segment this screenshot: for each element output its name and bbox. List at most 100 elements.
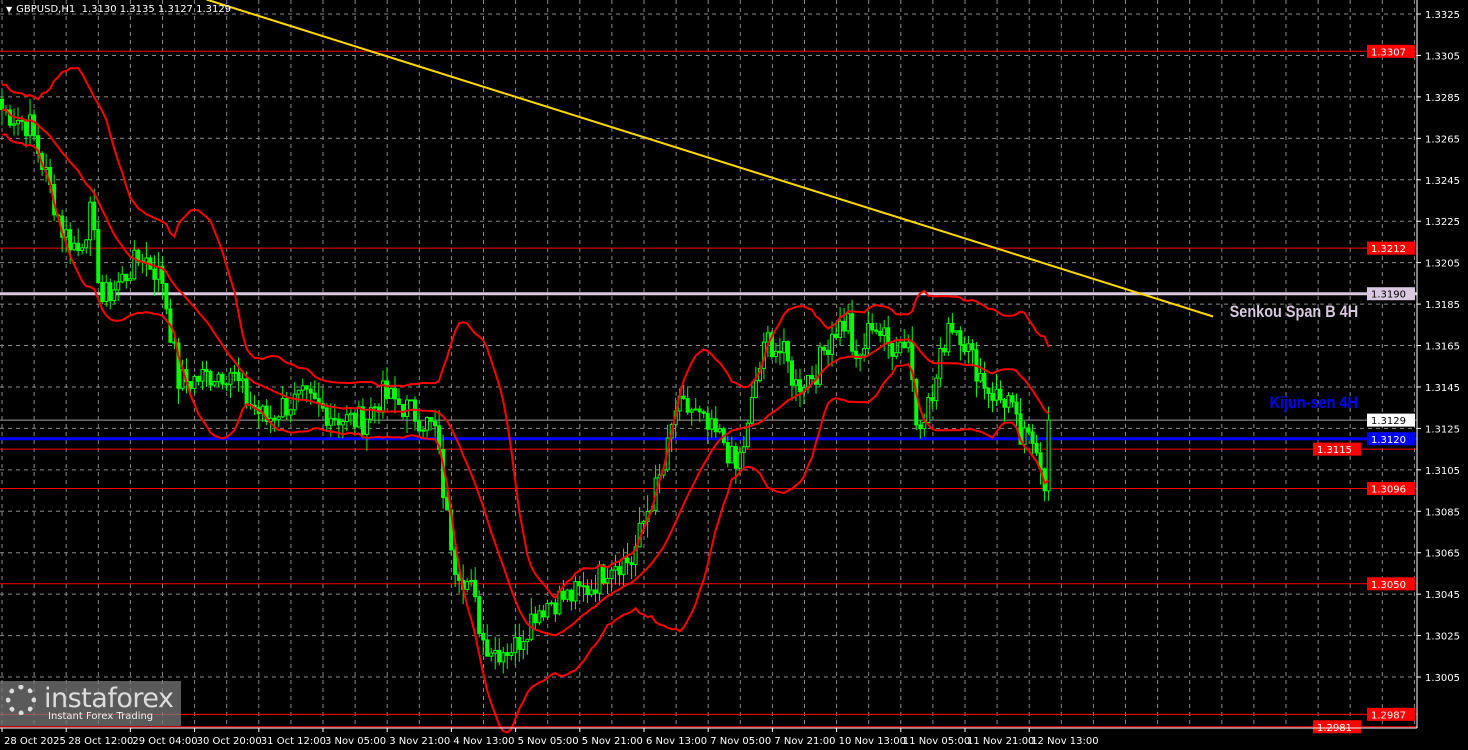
candle-body — [990, 393, 995, 401]
candle-body — [525, 638, 530, 643]
price-marker — [1367, 44, 1415, 58]
candle-body — [822, 346, 827, 351]
candle-body — [104, 282, 109, 303]
candle-body — [545, 603, 550, 618]
candle-body — [982, 372, 987, 389]
candle-body — [709, 418, 714, 430]
candle-body — [934, 377, 939, 402]
candle-body — [830, 333, 835, 355]
candle-body — [850, 313, 855, 352]
candle-body — [569, 589, 574, 602]
y-tick-label: 1.3205 — [1425, 259, 1460, 270]
price-marker-label: 1.3120 — [1371, 435, 1406, 446]
candle-body — [589, 589, 594, 596]
candle-body — [1030, 431, 1035, 444]
x-tick-label: 12 Nov 13:00 — [1031, 736, 1098, 747]
candle-body — [681, 395, 686, 400]
candle-body — [922, 421, 927, 430]
candle-body — [100, 282, 105, 303]
ohlc-readout: 1.3130 1.3135 1.3127 1.3129 — [81, 4, 232, 15]
candle-body — [433, 420, 438, 427]
y-tick-label: 1.3285 — [1425, 93, 1460, 104]
candle-body — [348, 412, 353, 416]
candle-body — [340, 420, 345, 426]
candle-body — [32, 114, 37, 137]
candle-body — [264, 405, 269, 423]
candle-body — [76, 242, 81, 252]
candle-body — [232, 371, 237, 374]
candle-body — [164, 283, 169, 310]
candle-body — [20, 119, 25, 122]
candle-body — [641, 520, 646, 524]
candle-body — [970, 343, 975, 351]
candle-body — [733, 445, 738, 469]
candle-body — [216, 373, 221, 383]
candle-body — [785, 341, 790, 362]
candle-body — [689, 409, 694, 413]
candle-body — [601, 564, 606, 584]
candle-body — [882, 327, 887, 336]
x-tick-label: 11 Nov 05:00 — [903, 736, 970, 747]
candle-body — [236, 371, 241, 382]
candle-body — [272, 417, 277, 421]
candle-body — [697, 408, 702, 413]
y-tick-label: 1.3005 — [1425, 673, 1460, 684]
candle-body — [954, 330, 959, 333]
candle-body — [501, 652, 506, 663]
candle-body — [946, 322, 951, 353]
candle-body — [537, 610, 542, 624]
candle-body — [773, 350, 778, 357]
candle-body — [866, 323, 871, 350]
candle-body — [597, 564, 602, 594]
y-tick-label: 1.3305 — [1425, 51, 1460, 62]
candle-body — [517, 637, 522, 650]
candle-body — [308, 388, 313, 394]
candle-body — [737, 451, 742, 469]
candle-body — [497, 649, 502, 663]
y-tick-label: 1.3245 — [1425, 176, 1460, 187]
candle-body — [701, 411, 706, 414]
price-marker — [1367, 432, 1415, 446]
candle-body — [729, 445, 734, 464]
candle-body — [617, 566, 622, 576]
price-marker-label: 1.3212 — [1371, 244, 1406, 255]
current-price-marker-label: 1.3129 — [1371, 416, 1406, 427]
kijun-sen-label: Kijun-sen 4H — [1269, 393, 1358, 412]
candle-body — [713, 418, 718, 433]
y-tick-label: 1.3225 — [1425, 217, 1460, 228]
y-tick-label: 1.3085 — [1425, 507, 1460, 518]
candle-body — [208, 370, 213, 386]
candle-body — [300, 385, 305, 391]
candle-body — [986, 387, 991, 395]
candle-body — [176, 342, 181, 389]
candle-body — [429, 417, 434, 422]
candle-body — [509, 652, 514, 656]
candle-body — [188, 381, 193, 389]
candle-body — [725, 442, 730, 464]
price-marker-label: 1.3190 — [1371, 290, 1406, 301]
price-marker-label: 1.3115 — [1317, 445, 1352, 456]
candle-body — [810, 374, 815, 380]
candle-body — [842, 320, 847, 332]
x-tick-label: 11 Nov 21:00 — [967, 736, 1034, 747]
candle-body — [777, 350, 782, 354]
candle-body — [388, 388, 393, 400]
candle-body — [80, 247, 85, 252]
price-marker-label: 1.3096 — [1371, 484, 1406, 495]
dropdown-triangle-icon[interactable]: ▼ — [6, 5, 13, 14]
candle-body — [16, 119, 21, 125]
candle-body — [372, 406, 377, 409]
candle-body — [152, 268, 157, 280]
candle-body — [24, 120, 29, 137]
candle-body — [72, 242, 77, 251]
candle-body — [453, 549, 458, 575]
candle-body — [196, 376, 201, 382]
candle-body — [793, 379, 798, 386]
candle-body — [1006, 395, 1011, 408]
candle-body — [966, 343, 971, 352]
candle-body — [200, 369, 205, 382]
candle-body — [425, 417, 430, 431]
x-tick-label: 31 Oct 12:00 — [261, 736, 326, 747]
price-marker-label: 1.3307 — [1371, 47, 1406, 58]
